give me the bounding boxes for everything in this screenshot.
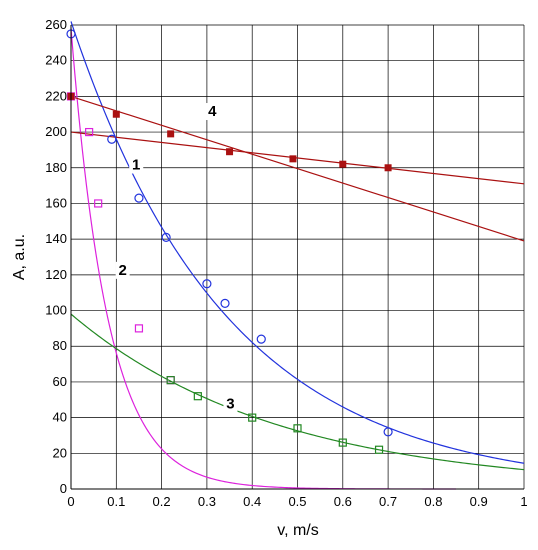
curve-label-bg: [223, 395, 238, 413]
curve-label-bg: [205, 103, 220, 121]
y-tick-label: 260: [45, 17, 67, 32]
data-point-3: [166, 376, 175, 385]
y-tick-label: 100: [45, 303, 67, 318]
y-tick-label: 180: [45, 160, 67, 175]
x-tick-label: 0: [67, 494, 74, 509]
x-tick-label: 0.9: [470, 494, 488, 509]
data-point-4: [339, 160, 347, 168]
data-point-1: [107, 134, 117, 144]
data-point-3: [248, 413, 257, 422]
curve-label-bg: [115, 261, 130, 279]
data-point-3: [374, 445, 384, 454]
data-point-4: [226, 148, 234, 156]
y-tick-label: 80: [53, 338, 67, 353]
y-tick-label: 160: [45, 195, 67, 210]
fit-curve-3: [70, 313, 525, 471]
curve-label-4: 4: [208, 103, 217, 120]
y-tick-label: 20: [53, 445, 67, 460]
data-point-1: [383, 427, 393, 437]
data-point-2: [134, 324, 144, 333]
data-point-4: [167, 130, 175, 138]
x-tick-label: 1: [520, 494, 527, 509]
y-tick-label: 220: [45, 88, 67, 103]
x-tick-label: 0.6: [334, 494, 352, 509]
curve-labels: 1 2 3 4: [115, 103, 238, 413]
x-axis-label: v, m/s: [277, 522, 318, 539]
data-point-1: [256, 334, 266, 344]
x-tick-label: 0.3: [198, 494, 216, 509]
data-point-2: [85, 127, 94, 137]
curve-label-1: 1: [132, 157, 140, 174]
y-tick-label: 60: [53, 374, 67, 389]
axes: [70, 25, 524, 490]
data-point-2: [94, 199, 103, 208]
curve-label-2: 2: [118, 262, 126, 279]
y-tick-label: 40: [53, 410, 67, 425]
curve-label-3: 3: [226, 396, 234, 413]
fit-curve-1: [70, 21, 525, 464]
tick-labels: 0 0.1 0.2 0.3 0.4 0.5 0.6 0.7 0.8 0.9 1 0 20 40 60 80 10…: [45, 17, 527, 509]
data-point-4: [384, 164, 392, 172]
x-tick-label: 0.2: [153, 494, 171, 509]
data-point-3: [338, 438, 347, 447]
x-tick-label: 0.8: [424, 494, 442, 509]
y-tick-label: 0: [60, 481, 67, 496]
grid: [71, 24, 525, 489]
fit-curves: [70, 21, 525, 490]
curve-label-bg: [129, 156, 144, 174]
y-tick-label: 200: [45, 124, 67, 139]
x-tick-label: 0.4: [243, 494, 261, 509]
data-point-4: [112, 110, 120, 118]
fit-line-4: [70, 131, 525, 185]
data-point-3: [293, 424, 302, 433]
x-tick-label: 0.7: [379, 494, 397, 509]
y-tick-label: 240: [45, 53, 67, 68]
y-axis-label: A, a.u.: [11, 234, 28, 280]
y-tick-label: 120: [45, 267, 67, 282]
y-tick-label: 140: [45, 231, 67, 246]
data-point-1: [161, 232, 171, 242]
data-point-1: [220, 298, 230, 308]
data-point-1: [202, 279, 212, 289]
data-point-3: [193, 392, 202, 401]
data-point-1: [134, 193, 144, 203]
x-tick-label: 0.5: [288, 494, 306, 509]
data-point-4: [289, 155, 297, 163]
x-tick-label: 0.1: [107, 494, 125, 509]
fit-line-4: [70, 95, 525, 242]
data-markers: [66, 29, 393, 454]
